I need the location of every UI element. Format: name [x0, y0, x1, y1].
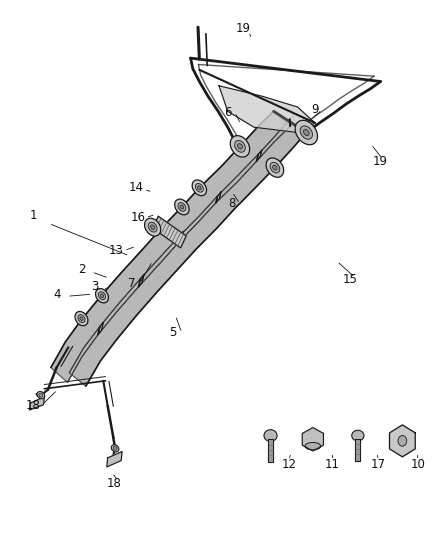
Ellipse shape	[266, 158, 284, 177]
Ellipse shape	[300, 126, 312, 139]
Text: 9: 9	[311, 103, 319, 116]
Ellipse shape	[80, 317, 83, 320]
Polygon shape	[355, 439, 360, 461]
Ellipse shape	[145, 218, 161, 236]
Ellipse shape	[99, 292, 106, 300]
Text: 19: 19	[236, 22, 251, 35]
Ellipse shape	[113, 446, 117, 450]
Text: 19: 19	[373, 155, 388, 168]
Ellipse shape	[100, 294, 104, 297]
Polygon shape	[219, 86, 315, 133]
Polygon shape	[51, 111, 290, 382]
Ellipse shape	[75, 311, 88, 326]
Polygon shape	[178, 231, 183, 243]
Text: 18: 18	[26, 399, 41, 413]
Text: 8: 8	[228, 197, 236, 211]
Ellipse shape	[198, 186, 201, 190]
Polygon shape	[152, 216, 186, 248]
Text: 2: 2	[78, 263, 85, 276]
Polygon shape	[290, 114, 294, 126]
Ellipse shape	[178, 203, 186, 211]
Polygon shape	[216, 191, 221, 203]
Ellipse shape	[180, 205, 184, 209]
Text: 4: 4	[54, 288, 61, 301]
Polygon shape	[69, 119, 306, 386]
Polygon shape	[29, 397, 44, 410]
Ellipse shape	[235, 141, 245, 152]
Text: 6: 6	[224, 106, 231, 119]
Ellipse shape	[273, 165, 277, 170]
Text: 3: 3	[91, 280, 98, 293]
Text: 12: 12	[281, 458, 297, 471]
Text: 10: 10	[410, 458, 425, 471]
Text: 15: 15	[343, 273, 357, 286]
Text: 1: 1	[30, 209, 37, 222]
Ellipse shape	[304, 130, 309, 135]
Polygon shape	[302, 427, 323, 451]
Ellipse shape	[305, 442, 321, 450]
Ellipse shape	[39, 393, 43, 397]
Ellipse shape	[230, 135, 250, 157]
Ellipse shape	[148, 222, 157, 232]
Polygon shape	[389, 425, 415, 457]
Polygon shape	[268, 439, 273, 462]
Polygon shape	[139, 274, 144, 287]
Ellipse shape	[398, 435, 407, 446]
Ellipse shape	[270, 163, 280, 173]
Text: 18: 18	[107, 477, 122, 490]
Text: 17: 17	[371, 458, 386, 471]
Ellipse shape	[352, 430, 364, 441]
Polygon shape	[98, 322, 103, 335]
Polygon shape	[257, 150, 262, 161]
Ellipse shape	[175, 199, 189, 215]
Text: 14: 14	[128, 181, 144, 195]
Text: 13: 13	[109, 244, 124, 257]
Ellipse shape	[264, 430, 277, 441]
Text: 5: 5	[170, 326, 177, 340]
Ellipse shape	[111, 445, 119, 452]
Polygon shape	[107, 451, 122, 467]
Ellipse shape	[95, 288, 109, 303]
Ellipse shape	[195, 183, 203, 192]
Ellipse shape	[192, 180, 207, 196]
Ellipse shape	[295, 120, 318, 145]
Ellipse shape	[37, 392, 45, 399]
Text: 11: 11	[325, 458, 340, 471]
Ellipse shape	[151, 225, 155, 229]
Text: 7: 7	[128, 277, 135, 290]
Text: 16: 16	[131, 211, 146, 224]
Ellipse shape	[237, 144, 242, 149]
Ellipse shape	[78, 314, 85, 322]
